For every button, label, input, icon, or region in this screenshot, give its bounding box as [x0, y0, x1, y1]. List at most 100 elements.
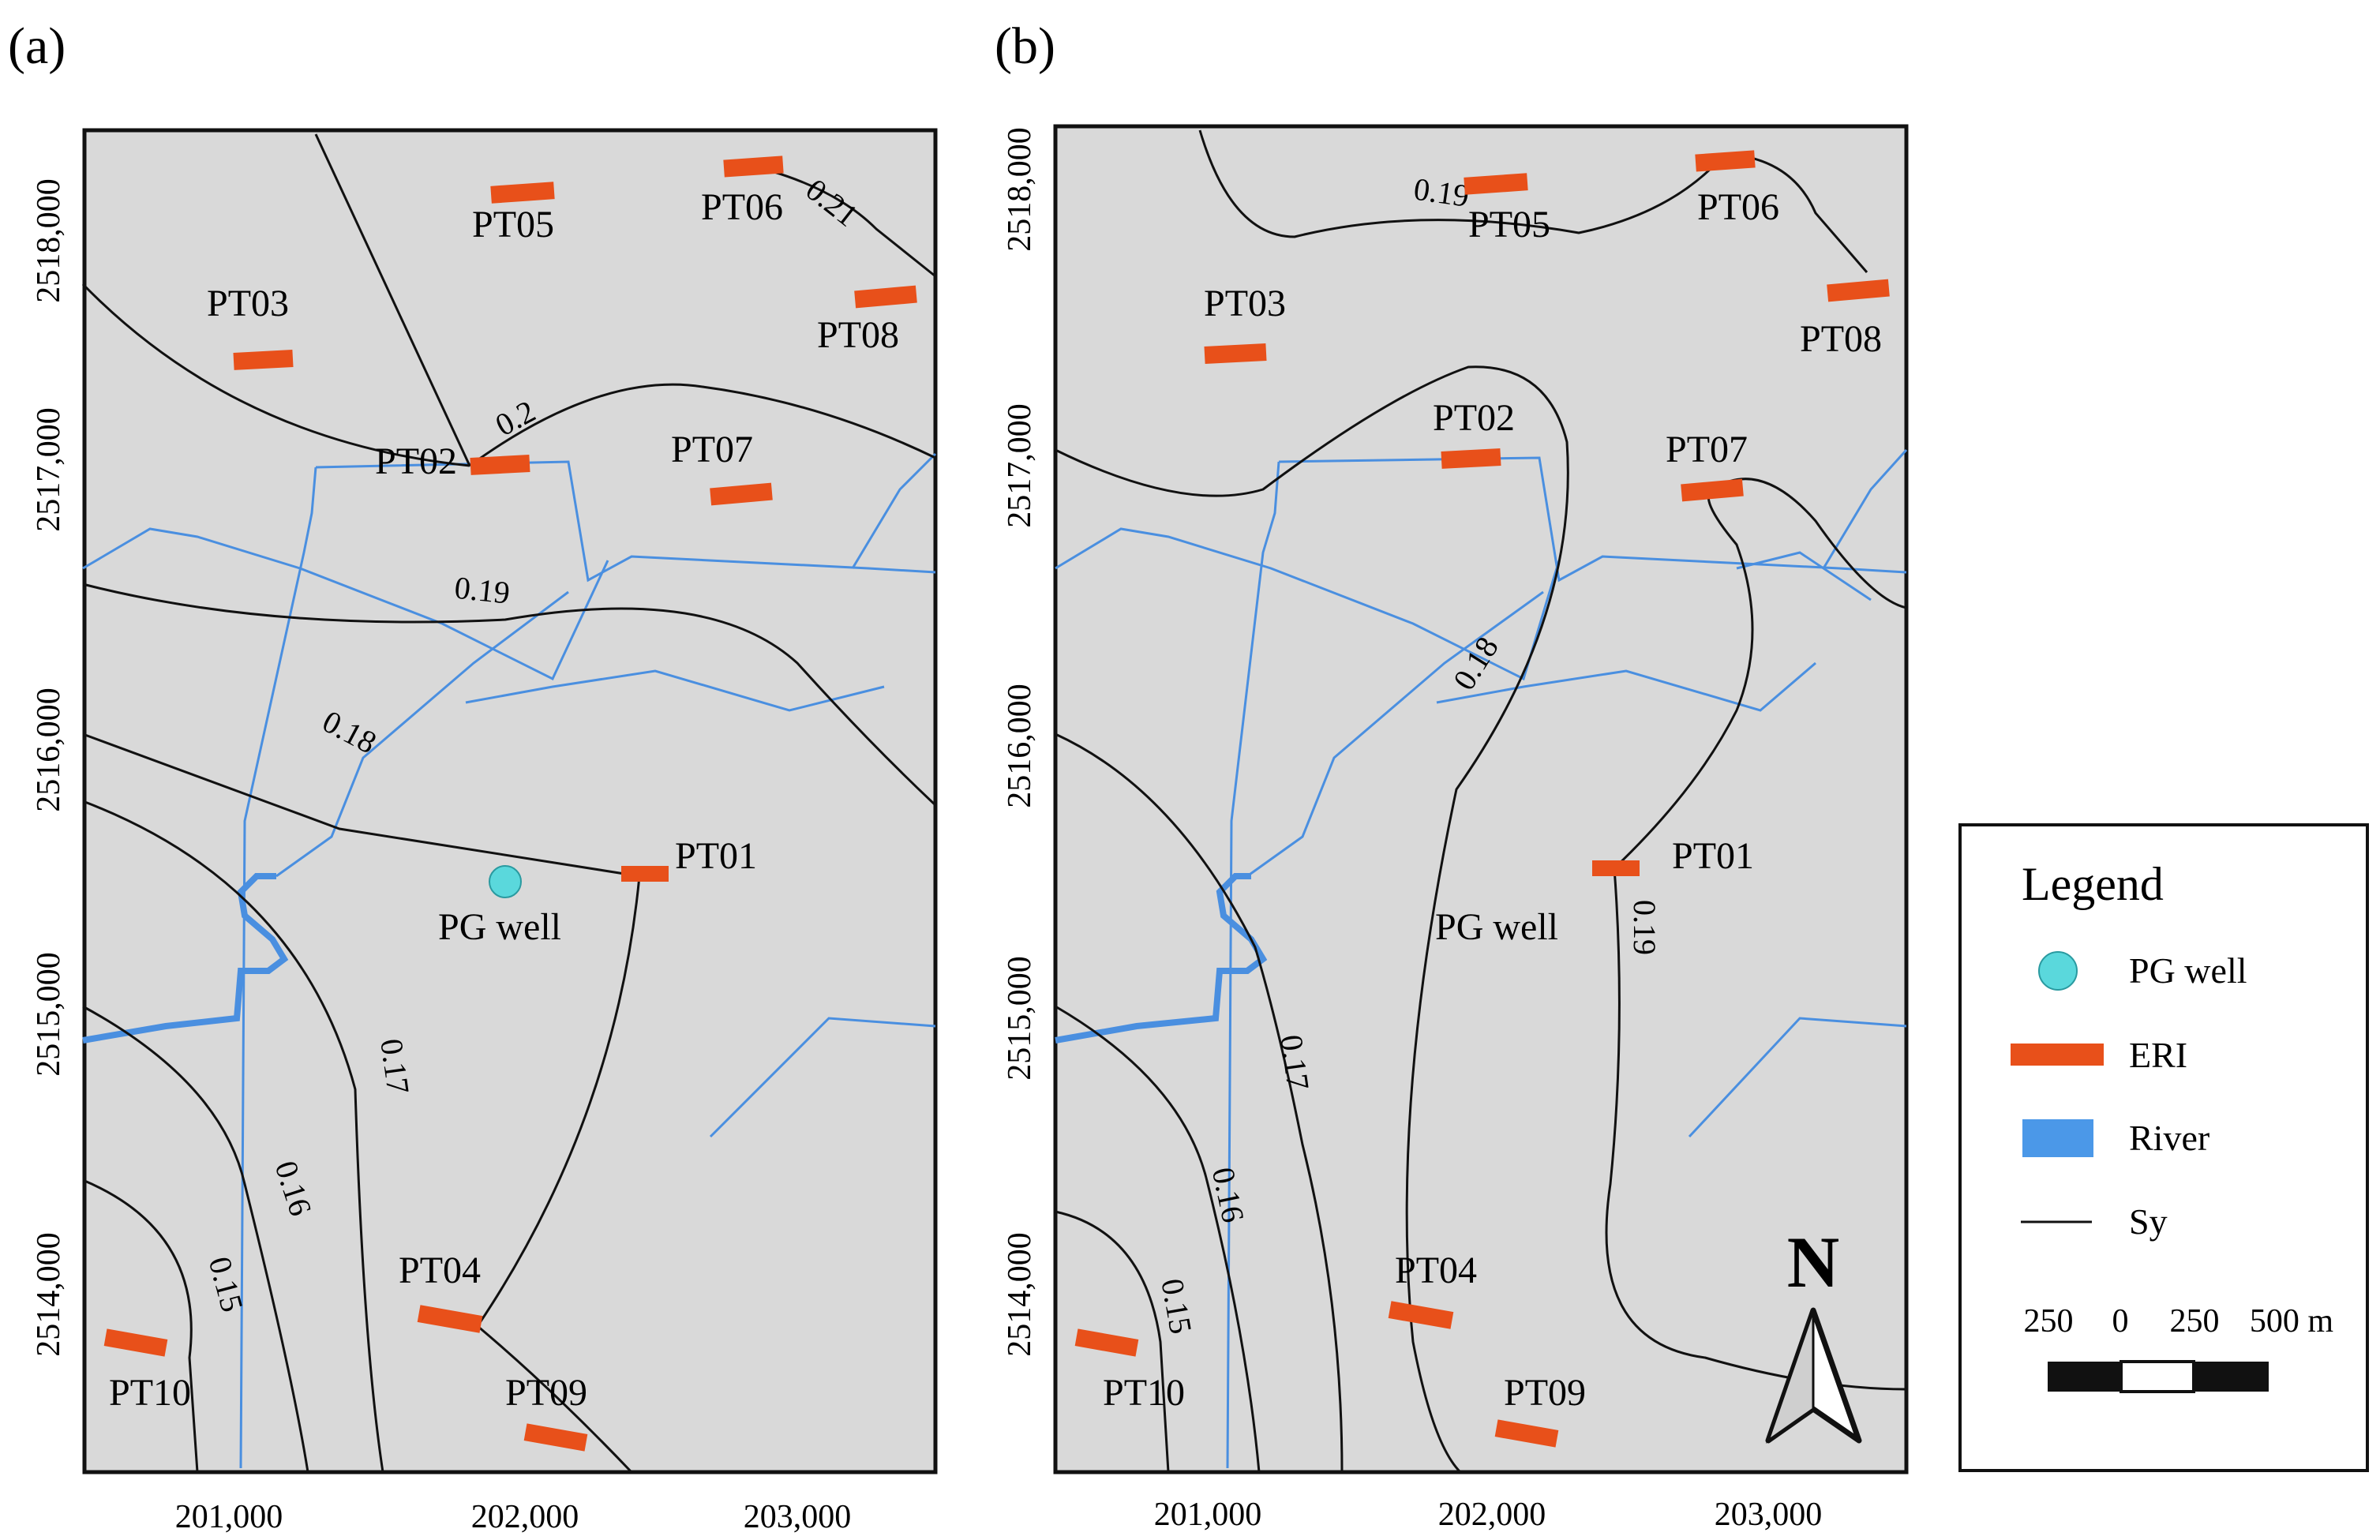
- x-tick-label: 203,000: [1715, 1497, 1823, 1533]
- site-label-pt10: PT10: [1103, 1372, 1185, 1414]
- panel-b-site-labels: PT01 PT02 PT03 PT04 PT05 PT06 PT07 PT08 …: [1103, 186, 1882, 1414]
- site-label-pt09: PT09: [1504, 1372, 1586, 1414]
- y-tick-label: 2514,000: [1002, 1232, 1038, 1357]
- legend-pg-well-icon: [2038, 951, 2078, 991]
- legend-title: Legend: [2022, 858, 2164, 910]
- legend-eri-icon: [2011, 1044, 2104, 1066]
- north-arrow-icon: N: [1765, 1222, 1862, 1444]
- legend-item-label: PG well: [2129, 950, 2247, 991]
- eri-marker-pt03: [233, 350, 294, 370]
- site-label-pt01: PT01: [1672, 835, 1754, 877]
- panel-a-contours: [81, 133, 937, 1474]
- eri-marker-pt10: [1074, 1328, 1139, 1357]
- site-label-pt09: PT09: [505, 1372, 587, 1414]
- site-label-pt07: PT07: [1666, 429, 1748, 470]
- y-tick-label: 2515,000: [1002, 956, 1038, 1081]
- y-tick-label: 2518,000: [1002, 127, 1038, 252]
- panel-a-eri-sites: [103, 155, 917, 1452]
- x-tick-label: 203,000: [744, 1499, 852, 1535]
- site-label-pt08: PT08: [1800, 318, 1882, 360]
- site-label-pt03: PT03: [1204, 283, 1286, 324]
- site-label-pt01: PT01: [675, 835, 757, 877]
- site-label-pt05: PT05: [1468, 204, 1550, 245]
- site-label-pt04: PT04: [399, 1250, 481, 1291]
- y-tick-label: 2515,000: [31, 952, 67, 1077]
- panel-b-map-frame: [1053, 124, 1909, 1474]
- scale-segment: [2194, 1362, 2269, 1392]
- eri-marker-pt04: [1388, 1301, 1454, 1329]
- eri-marker-pt05: [490, 182, 555, 204]
- contour-label: 0.19: [1627, 900, 1662, 955]
- site-label-pt05: PT05: [472, 204, 554, 245]
- y-tick-label: 2517,000: [31, 407, 67, 532]
- eri-marker-pt06: [1695, 150, 1756, 172]
- site-label-pt08: PT08: [817, 314, 899, 356]
- eri-marker-pt02: [470, 455, 530, 475]
- panel-b-contour-labels: 0.19 0.18 0.19 0.17 0.16 0.15: [1154, 171, 1662, 1337]
- panel-a-y-axis: 2518,000 2517,000 2516,000 2515,000 2514…: [31, 178, 67, 1357]
- eri-marker-pt01: [1592, 860, 1640, 876]
- y-tick-label: 2517,000: [1002, 403, 1038, 528]
- legend-item-label: River: [2129, 1118, 2209, 1158]
- scale-segment: [2048, 1362, 2121, 1392]
- panel-a-pg-well-marker: [489, 865, 522, 898]
- x-tick-label: 202,000: [1438, 1497, 1546, 1533]
- site-label-pt04: PT04: [1395, 1250, 1477, 1291]
- y-tick-label: 2516,000: [31, 688, 67, 812]
- eri-marker-pt09: [1494, 1419, 1559, 1448]
- scale-segment: [2120, 1360, 2195, 1393]
- legend-river-icon: [2022, 1119, 2093, 1157]
- y-tick-label: 2514,000: [31, 1232, 67, 1357]
- panel-a-map-frame: [82, 128, 938, 1474]
- panel-b-letter: (b): [995, 17, 1055, 75]
- site-label-pt06: PT06: [701, 186, 783, 228]
- site-label-pt03: PT03: [207, 283, 289, 324]
- scale-bar: 250 0 250 500 m: [2024, 1303, 2334, 1393]
- eri-marker-pt03: [1204, 343, 1267, 365]
- eri-marker-pt08: [1827, 279, 1890, 302]
- x-tick-label: 201,000: [175, 1499, 283, 1535]
- panel-b-x-axis: 201,000 202,000 203,000: [1154, 1497, 1823, 1533]
- site-label-pt02: PT02: [375, 440, 457, 482]
- panel-a: (a) 0.21 0.2: [8, 17, 938, 1535]
- panel-a-letter: (a): [8, 17, 66, 75]
- panel-b-y-axis: 2518,000 2517,000 2516,000 2515,000 2514…: [1002, 127, 1038, 1357]
- legend-item-label: ERI: [2129, 1035, 2187, 1075]
- scale-label: 0: [2112, 1303, 2129, 1340]
- eri-marker-pt02: [1441, 448, 1501, 469]
- x-tick-label: 202,000: [471, 1499, 579, 1535]
- panel-a-x-axis: 201,000 202,000 203,000: [175, 1499, 852, 1535]
- scale-label: 250: [2024, 1303, 2074, 1340]
- north-label: N: [1787, 1222, 1839, 1302]
- contour-label: 0.19: [453, 570, 512, 611]
- panel-b: (b) 0.19 0.18 0.19: [995, 17, 1909, 1533]
- contour-label: 0.19: [1411, 171, 1471, 214]
- y-tick-label: 2518,000: [31, 178, 67, 303]
- panel-b-rivers: [1055, 448, 1908, 1469]
- eri-marker-pt07: [710, 482, 773, 506]
- site-label-pt02: PT02: [1433, 397, 1515, 439]
- x-tick-label: 201,000: [1154, 1497, 1262, 1533]
- contour-label: 0.17: [373, 1036, 416, 1096]
- panel-a-site-labels: PT01 PT02 PT03 PT04 PT05 PT06 PT07 PT08 …: [109, 186, 899, 1414]
- eri-marker-pt07: [1681, 478, 1744, 502]
- panel-a-pg-well-label: PG well: [438, 906, 561, 948]
- eri-marker-pt04: [417, 1305, 483, 1333]
- eri-marker-pt10: [103, 1328, 168, 1357]
- legend: Legend PG well ERI River Sy 250 0 250 50…: [1958, 823, 2369, 1472]
- panel-b-eri-sites: [1074, 150, 1890, 1448]
- site-label-pt10: PT10: [109, 1372, 191, 1414]
- panel-b-main-river: [1055, 873, 1268, 1044]
- legend-item-label: Sy: [2129, 1201, 2168, 1242]
- eri-marker-pt06: [723, 155, 784, 178]
- eri-marker-pt05: [1464, 173, 1528, 195]
- scale-label: 500 m: [2250, 1303, 2334, 1340]
- eri-marker-pt09: [523, 1423, 588, 1452]
- panel-a-main-river: [82, 873, 289, 1044]
- scale-label: 250: [2170, 1303, 2220, 1340]
- eri-marker-pt01: [621, 866, 669, 882]
- contour-label: 0.17: [1273, 1032, 1316, 1092]
- site-label-pt06: PT06: [1697, 186, 1779, 228]
- panel-b-pg-well-label: PG well: [1435, 906, 1558, 948]
- site-label-pt07: PT07: [671, 429, 753, 470]
